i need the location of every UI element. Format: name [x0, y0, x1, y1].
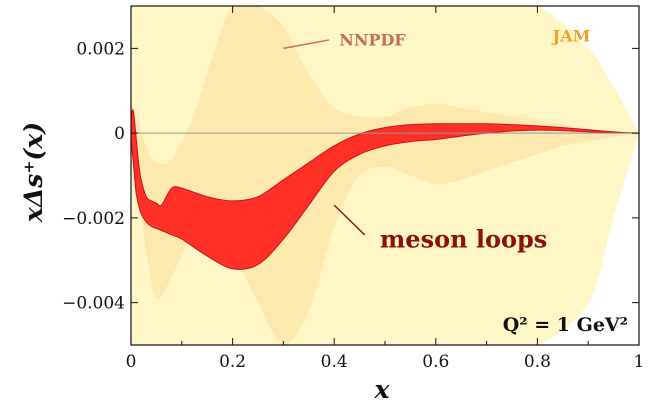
annotations-layer: NNPDF JAM meson loops	[283, 26, 590, 253]
x-tick-label: 0.6	[422, 352, 449, 372]
x-tick-label: 0.2	[219, 352, 246, 372]
annotation-jam: JAM	[551, 26, 591, 45]
annotation-pointer	[283, 39, 330, 50]
y-tick-label: −0.002	[62, 209, 125, 229]
x-tick-label: 0	[126, 352, 137, 372]
x-tick-label: 0.4	[321, 352, 348, 372]
y-tick-label: −0.004	[62, 294, 125, 314]
annotation-meson-loops: meson loops	[380, 224, 547, 253]
plot-frame	[130, 5, 640, 346]
x-axis-label: x	[374, 375, 391, 404]
annotation-pointer	[333, 204, 366, 236]
bands-layer	[131, 6, 639, 345]
ticks-layer: 0 0.2 0.4 0.6 0.8 1 −0.004 −0.002 0 0.002	[62, 6, 644, 372]
x-tick-label: 1	[634, 352, 645, 372]
x-tick-label: 0.8	[524, 352, 551, 372]
annotation-nnpdf: NNPDF	[339, 31, 406, 50]
y-tick-label: 0	[114, 124, 125, 144]
y-tick-label: 0.002	[76, 39, 125, 59]
scale-label: Q² = 1 GeV²	[503, 314, 628, 336]
y-axis-label: xΔs⁺(x)	[19, 122, 48, 223]
